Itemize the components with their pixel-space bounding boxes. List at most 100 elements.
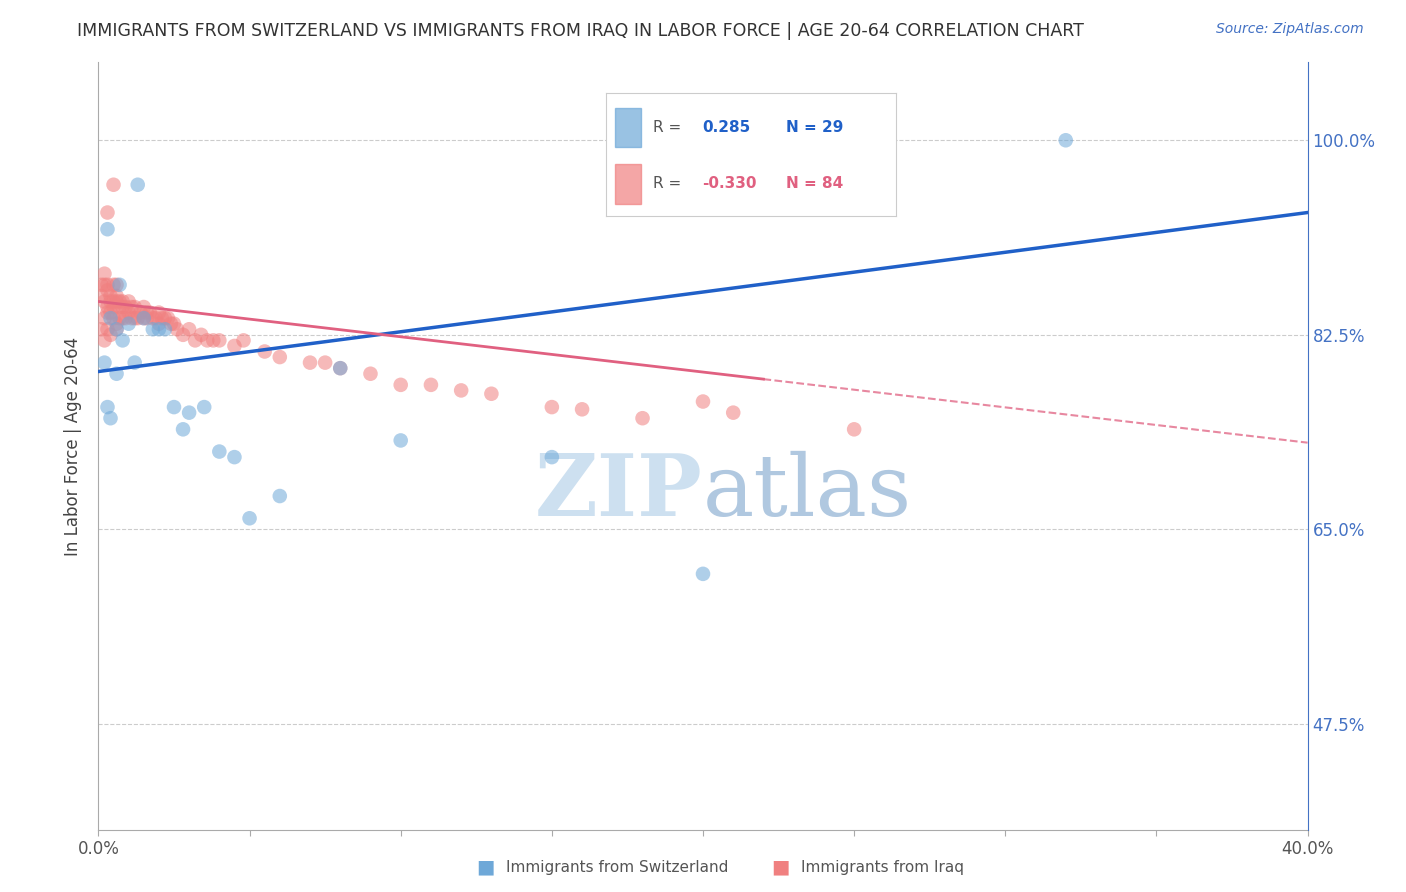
Point [844, 422, 866, 436]
Point [90, 289, 112, 303]
Point [100, 311, 122, 326]
Text: Immigrants from Iraq: Immigrants from Iraq [801, 860, 965, 874]
Point [100, 305, 122, 319]
Point [100, 294, 122, 309]
Point [692, 566, 714, 581]
Point [481, 386, 503, 401]
Point [148, 305, 170, 319]
Point [124, 356, 146, 370]
Point [420, 377, 443, 392]
Point [631, 411, 654, 425]
Point [105, 277, 128, 292]
Point [224, 450, 246, 464]
Point [172, 327, 194, 342]
Point [190, 327, 212, 342]
Point [105, 289, 128, 303]
Point [111, 300, 134, 314]
Point [132, 311, 155, 326]
Point [450, 384, 472, 398]
Point [692, 394, 714, 409]
Point [329, 361, 352, 376]
Point [202, 334, 225, 348]
Point [153, 311, 176, 326]
Point [93, 294, 115, 309]
Point [148, 322, 170, 336]
Point [571, 402, 593, 417]
Point [184, 334, 207, 348]
Point [172, 422, 194, 436]
Point [195, 334, 218, 348]
Point [156, 311, 179, 326]
Point [108, 311, 131, 326]
Point [96, 222, 118, 236]
Point [103, 300, 125, 314]
Point [93, 267, 115, 281]
Point [148, 317, 170, 331]
Point [90, 322, 112, 336]
Text: atlas: atlas [703, 450, 912, 533]
Point [232, 334, 254, 348]
Text: ■: ■ [475, 857, 495, 877]
Point [93, 311, 115, 326]
Point [118, 317, 141, 331]
Point [208, 444, 231, 458]
Point [124, 300, 146, 314]
Point [96, 305, 118, 319]
Point [111, 334, 134, 348]
Point [142, 311, 165, 326]
Point [163, 400, 186, 414]
Point [166, 322, 188, 336]
Point [114, 311, 136, 326]
Point [93, 334, 115, 348]
Point [96, 300, 118, 314]
Point [145, 311, 167, 326]
Point [111, 311, 134, 326]
Point [93, 356, 115, 370]
Text: Immigrants from Switzerland: Immigrants from Switzerland [506, 860, 728, 874]
Point [179, 406, 201, 420]
Point [540, 400, 562, 414]
Point [224, 339, 246, 353]
Point [129, 305, 152, 319]
Point [105, 322, 128, 336]
Point [329, 361, 352, 376]
Point [163, 317, 186, 331]
Point [389, 377, 412, 392]
Y-axis label: In Labor Force | Age 20-64: In Labor Force | Age 20-64 [65, 336, 83, 556]
Point [121, 311, 143, 326]
Point [96, 400, 118, 414]
Point [121, 300, 143, 314]
Text: Source: ZipAtlas.com: Source: ZipAtlas.com [1216, 22, 1364, 37]
Text: ZIP: ZIP [536, 450, 703, 534]
Point [103, 311, 125, 326]
Point [96, 277, 118, 292]
Point [299, 356, 322, 370]
Point [139, 305, 162, 319]
Point [132, 311, 155, 326]
Point [105, 317, 128, 331]
Point [179, 322, 201, 336]
Point [540, 450, 562, 464]
Point [160, 317, 183, 331]
Point [269, 489, 291, 503]
Point [208, 334, 231, 348]
Point [1054, 133, 1077, 147]
Point [93, 277, 115, 292]
Point [269, 350, 291, 364]
Point [314, 356, 336, 370]
Point [105, 322, 128, 336]
Point [111, 294, 134, 309]
Point [239, 511, 262, 525]
Point [103, 277, 125, 292]
Point [253, 344, 276, 359]
Point [150, 311, 173, 326]
Text: ■: ■ [770, 857, 790, 877]
Text: IMMIGRANTS FROM SWITZERLAND VS IMMIGRANTS FROM IRAQ IN LABOR FORCE | AGE 20-64 C: IMMIGRANTS FROM SWITZERLAND VS IMMIGRANT… [77, 22, 1084, 40]
Point [114, 300, 136, 314]
Point [96, 284, 118, 298]
Point [723, 406, 745, 420]
Point [389, 434, 412, 448]
Point [153, 322, 176, 336]
Point [103, 178, 125, 192]
Point [108, 277, 131, 292]
